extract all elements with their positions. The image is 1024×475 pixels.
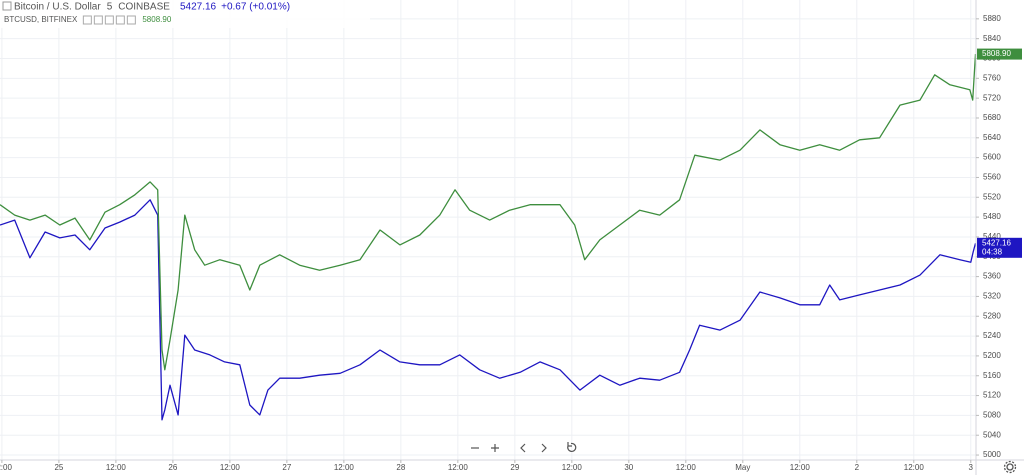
- legend-button[interactable]: [93, 15, 103, 25]
- x-tick-label: 12:00: [562, 463, 583, 472]
- price-tag-label: 5808.90: [982, 49, 1011, 58]
- y-tick-label: 5720: [983, 93, 1001, 102]
- price-tag: [977, 237, 1022, 258]
- compare-symbol: BTCUSD, BITFINEX: [4, 15, 78, 24]
- legend-button[interactable]: [82, 15, 92, 25]
- x-tick-label: 12:00: [904, 463, 925, 472]
- x-tick-label: 12:00: [676, 463, 697, 472]
- zoom-toolbar[interactable]: [471, 442, 577, 453]
- axes: 5000 5040 5080 5120 5160 5200 5240 5280 5320 5360…: [0, 14, 1022, 472]
- plot: [0, 54, 977, 421]
- x-tick-label: 12:00: [790, 463, 811, 472]
- interval: 5: [107, 2, 113, 13]
- x-tick-label: 30: [624, 463, 633, 472]
- x-tick-label: 26: [168, 463, 177, 472]
- price-change: +0.67 (+0.01%): [221, 2, 290, 13]
- y-tick-label: 5040: [983, 430, 1001, 439]
- x-tick-label: 2: [855, 463, 860, 472]
- x-tick-label: 27: [282, 463, 291, 472]
- y-tick-label: 5640: [983, 133, 1001, 142]
- y-tick-label: 5240: [983, 331, 1001, 340]
- exchange: COINBASE: [118, 2, 170, 13]
- x-tick-label: 12:00: [0, 463, 12, 472]
- zoom-in[interactable]: [491, 444, 499, 452]
- y-tick-label: 5200: [983, 351, 1001, 360]
- collapse-icon[interactable]: [2, 1, 12, 11]
- y-tick-label: 5160: [983, 371, 1001, 380]
- y-tick-label: 5000: [983, 450, 1001, 459]
- y-tick-label: 5880: [983, 14, 1001, 23]
- x-tick-label: 25: [54, 463, 63, 472]
- y-tick-label: 5680: [983, 113, 1001, 122]
- y-tick-label: 5480: [983, 212, 1001, 221]
- legend-icons[interactable]: [2, 1, 12, 11]
- y-tick-label: 5360: [983, 272, 1001, 281]
- y-tick-label: 5560: [983, 173, 1001, 182]
- y-tick-label: 5760: [983, 73, 1001, 82]
- legend-button[interactable]: [104, 15, 114, 25]
- price-line: [0, 54, 977, 371]
- y-tick-label: 5520: [983, 192, 1001, 201]
- gear-center[interactable]: [1006, 463, 1014, 471]
- x-tick-label: 12:00: [334, 463, 355, 472]
- y-tick-label: 5840: [983, 34, 1001, 43]
- price-tag: [977, 48, 1022, 60]
- legend-button[interactable]: [115, 15, 125, 25]
- y-tick-label: 5600: [983, 153, 1001, 162]
- y-tick-label: 5080: [983, 410, 1001, 419]
- price-tag-label: 5427.16: [982, 238, 1011, 247]
- legend-buttons[interactable]: [82, 15, 136, 25]
- x-tick-label: 12:00: [448, 463, 469, 472]
- last-price: 5427.16: [180, 2, 217, 13]
- y-tick-label: 5120: [983, 391, 1001, 400]
- symbol-name: Bitcoin / U.S. Dollar: [14, 2, 101, 13]
- price-line: [0, 199, 977, 421]
- y-tick-label: 5320: [983, 292, 1001, 301]
- legend-bg: [0, 0, 370, 28]
- compare-price: 5808.90: [142, 15, 171, 24]
- x-tick-label: 12:00: [220, 463, 241, 472]
- settings[interactable]: [1003, 460, 1017, 474]
- legend-button[interactable]: [126, 15, 136, 25]
- x-tick-label: 29: [510, 463, 519, 472]
- y-tick-label: 5280: [983, 311, 1001, 320]
- x-tick-label: 28: [396, 463, 405, 472]
- scroll-left[interactable]: [520, 443, 526, 453]
- grid: [0, 0, 976, 460]
- reset[interactable]: [567, 442, 577, 453]
- gear-teeth[interactable]: [1003, 460, 1017, 474]
- scroll-right[interactable]: [541, 443, 547, 453]
- x-tick-label: 3: [969, 463, 974, 472]
- countdown: 04:38: [982, 247, 1003, 256]
- x-tick-label: May: [735, 463, 750, 472]
- y-tick-label: 5440: [983, 232, 1001, 241]
- x-tick-label: 12:00: [106, 463, 127, 472]
